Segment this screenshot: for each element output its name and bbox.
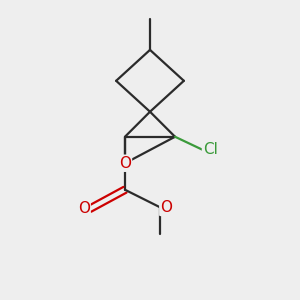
Text: O: O: [160, 200, 172, 215]
Text: O: O: [78, 201, 90, 216]
Text: O: O: [119, 156, 131, 171]
Text: Cl: Cl: [203, 142, 218, 158]
